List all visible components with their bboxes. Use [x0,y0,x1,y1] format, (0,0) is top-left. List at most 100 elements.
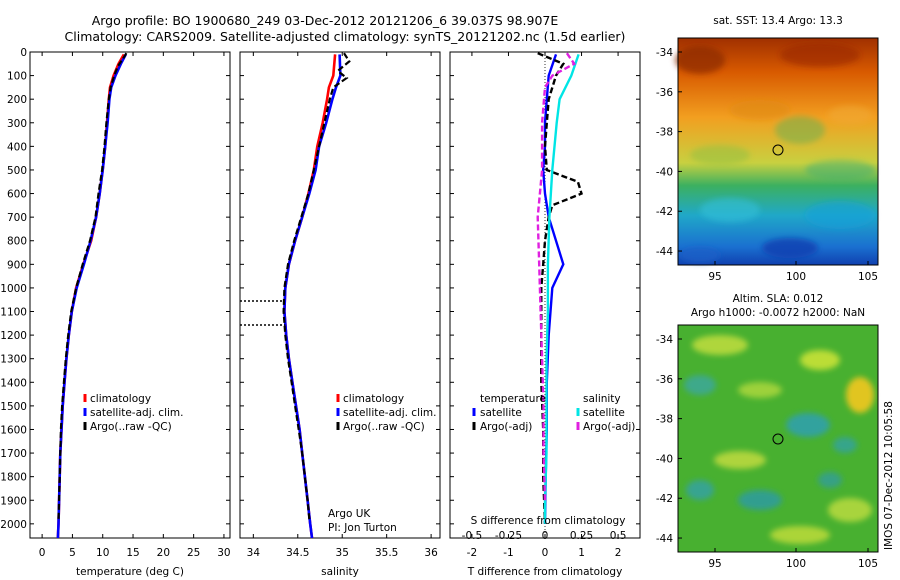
sst-map: sat. SST: 13.4 Argo: 13.3 -34 -36 -38 -40 -4… [656,15,879,283]
series-line-t-argo [537,52,583,524]
y-tick-label: 1100 [0,307,27,319]
x-axis-label: temperature (deg C) [76,566,184,578]
sla-map-title-line1: Altim. SLA: 0.012 [733,293,824,305]
map-y-tick-label: -44 [656,533,673,545]
x-tick-label: -2 [467,547,477,559]
map-y-tick-label: -34 [656,334,673,346]
x-tick-label: 36 [424,547,438,559]
legend-label: climatology [90,393,151,405]
sla-map-axes: -34 -36 -38 -40 -42 -44 95 100 105 [656,334,878,570]
legend-label: climatology [343,393,404,405]
figure-title-line2: Climatology: CARS2009. Satellite-adjuste… [64,29,626,44]
legend-label: satellite-adj. clim. [90,407,183,419]
map-x-tick-label: 105 [858,558,878,570]
y-tick-label: 600 [7,189,27,201]
map-x-tick-label: 100 [786,558,806,570]
float-pi-label: PI: Jon Turton [328,522,397,534]
y-tick-label: 1000 [0,283,27,295]
y-tick-label: 1300 [0,354,27,366]
legend-label: Argo(..raw -QC) [90,421,172,433]
float-owner-label: Argo UK [328,508,371,520]
map-y-tick-label: -38 [656,414,673,426]
x-tick-label: 2 [615,547,622,559]
figure-title-line1: Argo profile: BO 1900680_249 03-Dec-2012… [91,13,559,28]
x-tick-label: 0 [39,547,46,559]
map-y-tick-label: -40 [656,453,673,465]
salinity-panel: 34 34.5 35 35.5 36 salinity climatology satelli… [239,51,441,578]
y-tick-label: 2000 [0,519,27,531]
x-axis-label: T difference from climatology [467,566,623,578]
y-tick-label: 1900 [0,495,27,507]
x-tick-label: 35 [336,547,349,559]
legend-title-salinity: salinity [583,393,621,405]
y-tick-label: 1500 [0,401,27,413]
legend-label: Argo(..raw -QC) [343,421,425,433]
legend-label: Argo(-adj) [480,421,532,433]
s-tick-label: 0.25 [570,530,593,542]
plot-frame [239,51,441,539]
map-y-tick-label: -44 [656,246,673,258]
y-tick-label: 500 [7,165,27,177]
x-axis-label: salinity [321,566,359,578]
x-tick-label: 0 [542,547,549,559]
difference-panel: -2 -1 0 1 2 T difference from climatology S di… [449,51,641,578]
x-tick-label: 15 [126,547,139,559]
y-tick-label: 700 [7,212,27,224]
sst-texture [675,43,875,263]
series-line-argo [57,52,128,520]
sst-map-axes: -34 -36 -38 -40 -42 -44 95 100 105 [656,47,878,283]
map-x-tick-label: 95 [708,271,721,283]
map-y-tick-label: -36 [656,87,673,99]
y-tick-label: 1600 [0,424,27,436]
y-tick-label: 0 [20,47,27,59]
map-y-tick-label: -42 [656,493,673,505]
map-y-tick-label: -40 [656,166,673,178]
x-tick-label: 34.5 [286,547,309,559]
sla-map-title-line2: Argo h1000: -0.0072 h2000: NaN [691,307,865,319]
legend-label: satellite-adj. clim. [343,407,436,419]
x-tick-label: 10 [96,547,109,559]
y-tick-label: 1700 [0,448,27,460]
map-x-tick-label: 95 [708,558,721,570]
map-y-tick-label: -38 [656,127,673,139]
map-x-tick-label: 105 [858,271,878,283]
x-tick-label: -1 [503,547,513,559]
y-tick-label: 800 [7,236,27,248]
footer-timestamp: IMOS 07-Dec-2012 10:05:58 [883,401,895,550]
map-x-tick-label: 100 [786,271,806,283]
plot-frame [29,51,231,539]
s-tick-label: 0.5 [610,530,627,542]
legend-title-temperature: temperature [480,393,546,405]
series-line-s-satellite [543,54,580,524]
x-tick-label: 34 [247,547,261,559]
x-tick-label: 30 [217,547,230,559]
y-tick-label: 200 [7,94,27,106]
sla-texture [684,335,874,544]
sla-map: Altim. SLA: 0.012 Argo h1000: -0.0072 h2… [656,293,879,570]
sst-map-title: sat. SST: 13.4 Argo: 13.3 [713,15,843,27]
map-y-tick-label: -36 [656,374,673,386]
y-tick-label: 1800 [0,472,27,484]
s-axis-label: S difference from climatology [471,515,626,527]
x-tick-label: 20 [157,547,170,559]
argo-location-marker-sla [772,433,784,445]
argo-location-marker-sst [772,144,784,156]
y-tick-label: 1400 [0,377,27,389]
legend-label: satellite [583,407,625,419]
x-tick-label: 35.5 [375,547,398,559]
legend-label: Argo(-adj) [583,421,635,433]
y-tick-label: 1200 [0,330,27,342]
x-tick-label: 5 [69,547,76,559]
s-tick-label: -0.5 [462,530,483,542]
s-tick-label: 0 [542,530,549,542]
y-tick-label: 100 [7,71,27,83]
s-tick-label: -0.25 [495,530,522,542]
temperature-panel: 0100200300400500600700800900100011001200… [0,47,230,578]
map-y-tick-label: -34 [656,47,673,59]
series-line-s-argo [536,52,576,501]
x-tick-label: 25 [187,547,200,559]
map-y-tick-label: -42 [656,206,673,218]
legend-label: satellite [480,407,522,419]
x-tick-label: 1 [578,547,585,559]
